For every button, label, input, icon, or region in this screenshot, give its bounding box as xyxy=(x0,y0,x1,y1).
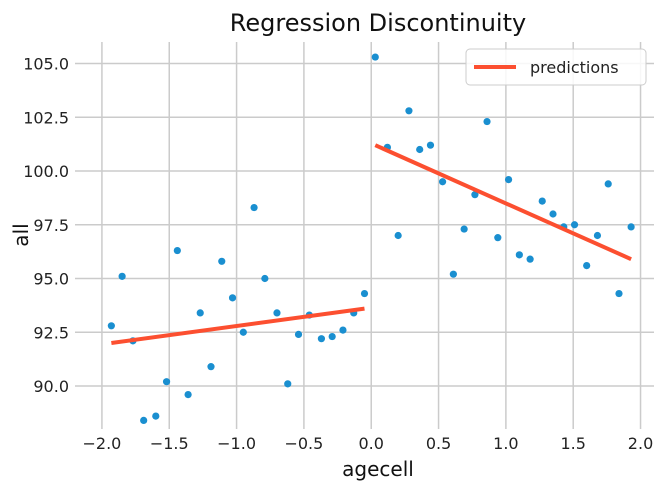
y-tick-label: 97.5 xyxy=(33,216,69,235)
scatter-point xyxy=(483,117,491,126)
scatter-point xyxy=(239,328,247,336)
scatter-point xyxy=(294,330,303,338)
y-tick-label: 102.5 xyxy=(23,108,69,127)
grid xyxy=(75,42,654,429)
x-axis-ticks: −2.0 −1.5 −1.0 −0.5 0.0 0.5 1.0 1.5 2.0 xyxy=(83,434,654,453)
x-tick-label: 0.0 xyxy=(359,434,384,453)
scatter-point xyxy=(228,294,237,302)
prediction-lines xyxy=(111,143,632,345)
y-axis-title: all xyxy=(9,223,33,246)
legend-label-predictions: predictions xyxy=(530,58,619,77)
x-tick-label: 1.0 xyxy=(493,434,518,453)
scatter-point xyxy=(583,262,591,270)
scatter-point xyxy=(515,251,523,259)
scatter-point xyxy=(196,309,204,317)
scatter-point xyxy=(593,231,602,240)
x-tick-label: −1.5 xyxy=(150,434,189,453)
scatter-point xyxy=(140,416,148,424)
scatter-point xyxy=(207,363,215,371)
scatter-point xyxy=(570,221,579,229)
scatter-point xyxy=(405,107,413,115)
scatter-point xyxy=(273,309,281,317)
y-tick-label: 92.5 xyxy=(33,323,69,342)
scatter-point xyxy=(460,225,468,233)
scatter-point xyxy=(471,191,479,199)
legend-box xyxy=(465,48,647,86)
chart-title: Regression Discontinuity xyxy=(230,9,526,37)
y-tick-label: 100.0 xyxy=(23,162,69,181)
scatter-point xyxy=(218,257,226,265)
scatter-point xyxy=(360,289,369,298)
x-tick-label: 0.5 xyxy=(426,434,451,453)
scatter-point xyxy=(549,210,557,218)
y-tick-label: 95.0 xyxy=(33,270,69,289)
scatter-points xyxy=(107,53,635,424)
scatter-point xyxy=(394,231,402,240)
x-tick-label: 2.0 xyxy=(628,434,653,453)
scatter-point xyxy=(328,332,336,341)
scatter-point xyxy=(627,223,635,231)
prediction-line-right xyxy=(374,143,632,261)
scatter-point xyxy=(118,272,126,280)
scatter-point xyxy=(504,176,513,184)
scatter-point xyxy=(250,203,258,212)
x-axis-title: agecell xyxy=(342,457,414,481)
scatter-point xyxy=(416,145,424,154)
scatter-point xyxy=(538,197,546,205)
y-tick-label: 105.0 xyxy=(23,55,69,74)
scatter-point xyxy=(261,274,269,283)
scatter-point xyxy=(438,178,447,186)
scatter-point xyxy=(339,326,347,334)
x-tick-label: −1.0 xyxy=(217,434,256,453)
prediction-line-left xyxy=(111,306,365,345)
scatter-point xyxy=(526,255,534,263)
scatter-point xyxy=(317,335,326,343)
x-tick-label: 1.5 xyxy=(560,434,585,453)
scatter-point xyxy=(284,380,292,388)
y-tick-label: 90.0 xyxy=(33,377,69,396)
scatter-point xyxy=(371,53,379,61)
scatter-point xyxy=(426,141,435,149)
scatter-point xyxy=(173,246,181,255)
scatter-point xyxy=(184,391,192,399)
y-axis-ticks: 90.0 92.5 95.0 97.5 100.0 102.5 105.0 xyxy=(23,55,69,397)
x-tick-label: −0.5 xyxy=(284,434,323,453)
scatter-point xyxy=(615,289,623,298)
x-tick-label: −2.0 xyxy=(83,434,122,453)
scatter-point xyxy=(107,322,115,330)
scatter-point xyxy=(152,412,160,420)
legend: predictions xyxy=(465,48,647,86)
scatter-point xyxy=(494,234,502,242)
scatter-point xyxy=(162,378,171,386)
scatter-point xyxy=(604,180,612,188)
scatter-point xyxy=(449,270,457,278)
